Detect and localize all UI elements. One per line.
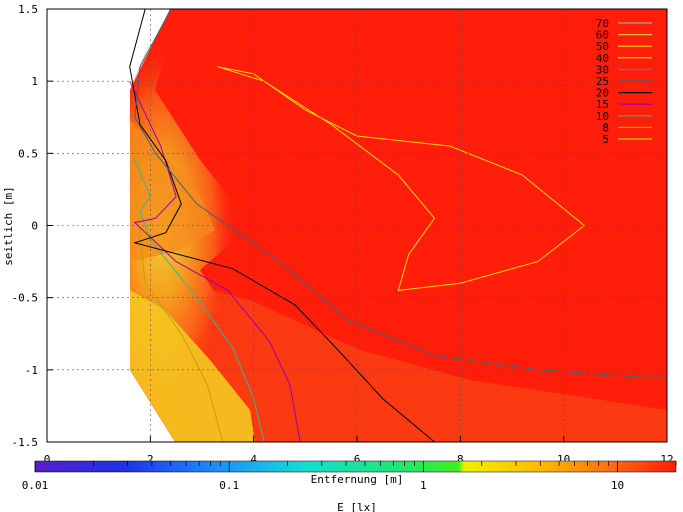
legend-label: 20 [596,87,609,100]
legend-label: 10 [596,110,609,123]
legend-label: 25 [596,75,609,88]
y-tick-label: -1 [25,364,38,377]
x-axis-title: Entfernung [m] [311,473,404,486]
legend-label: 70 [596,17,609,30]
x-tick-label: 8 [457,453,464,466]
colorbar-ticks: 0.01 0.1 1 10 [22,461,677,492]
heatmap-edge-yellow [130,290,255,442]
contour-line-10 [134,160,265,442]
colorbar-tick-label: 0.01 [22,479,49,492]
colorbar-label: E [lx] [337,501,377,512]
y-tick-label: -0.5 [12,292,39,305]
contour-line-25 [134,9,667,378]
contour-line-8 [131,138,224,442]
y-tick-label: 0.5 [18,147,38,160]
contour-line-20 [129,9,435,442]
legend-label: 40 [596,52,609,65]
legend-label: 60 [596,29,609,42]
contour-line-5 [134,304,182,442]
x-tick-label: 4 [250,453,257,466]
legend-label: 50 [596,40,609,53]
x-tick-label: 2 [147,453,154,466]
colorbar-tick-label: 1 [420,479,427,492]
y-tick-label: 1 [31,75,38,88]
legend-label: 30 [596,63,609,76]
contour-line-50 [217,66,586,291]
heatmap-edge-orange [130,120,215,260]
y-axis-title: seitlich [m] [2,186,15,265]
y-tick-label: 1.5 [18,3,38,16]
legend-label: 5 [602,133,609,146]
grid-lines [47,9,667,442]
y-axis-ticks: 1.5 1 0.5 0 -0.5 -1 -1.5 [12,3,53,449]
x-tick-label: 6 [354,453,361,466]
x-tick-label: 0 [44,453,51,466]
legend-label: 15 [596,98,609,111]
colorbar-tick-label: 0.1 [219,479,239,492]
contour-lines [129,9,667,442]
colorbar-tick-label: 10 [611,479,624,492]
legend-label: 8 [602,121,609,134]
colorbar [34,460,677,473]
y-tick-label: 0 [31,220,38,233]
y-tick-label: -1.5 [12,436,39,449]
contour-line-15 [129,80,301,442]
